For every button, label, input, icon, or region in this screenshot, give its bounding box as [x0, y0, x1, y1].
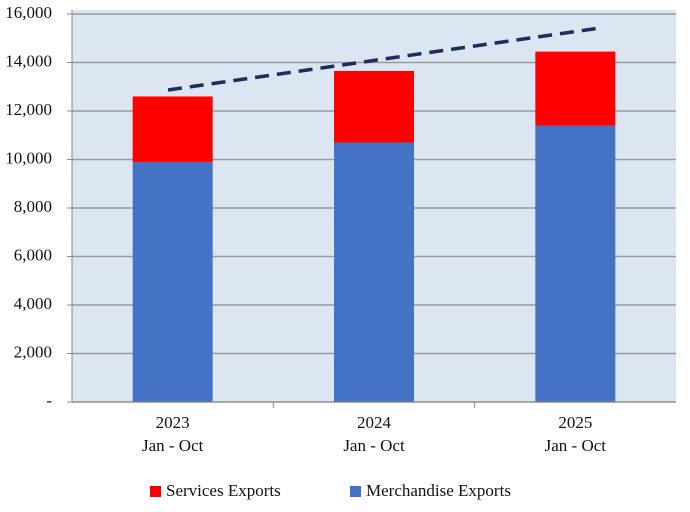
bar-segment — [334, 70, 414, 143]
legend-swatch — [150, 486, 161, 497]
x-tick-label: Jan - Oct — [343, 436, 405, 455]
x-tick-label: Jan - Oct — [142, 436, 204, 455]
y-tick-label: 4,000 — [14, 294, 52, 313]
y-tick-label: 6,000 — [14, 245, 52, 264]
y-tick-label: 16,000 — [5, 3, 52, 22]
y-tick-label: - — [46, 391, 52, 410]
y-tick-label: 12,000 — [5, 100, 52, 119]
y-tick-label: 2,000 — [14, 342, 52, 361]
bar-segment — [535, 51, 616, 126]
x-tick-label: 2025 — [558, 413, 592, 432]
x-tick-label: 2024 — [357, 413, 392, 432]
bar-segment — [535, 125, 616, 403]
bars — [132, 51, 616, 403]
y-tick-label: 8,000 — [14, 197, 52, 216]
bar-segment — [132, 161, 213, 402]
y-tick-label: 14,000 — [5, 51, 52, 70]
labels: - 2,000 4,000 6,000 8,000 10,000 12,000 14,000 1… — [5, 3, 606, 500]
legend-swatch — [350, 486, 361, 497]
x-tick-label: Jan - Oct — [545, 436, 607, 455]
legend-label: Services Exports — [166, 481, 281, 500]
bar-segment — [132, 96, 213, 162]
legend-label: Merchandise Exports — [366, 481, 511, 500]
trend-line — [167, 26, 601, 92]
x-tick-label: 2023 — [156, 413, 190, 432]
y-tick-label: 10,000 — [5, 148, 52, 167]
bar-segment — [334, 142, 414, 402]
